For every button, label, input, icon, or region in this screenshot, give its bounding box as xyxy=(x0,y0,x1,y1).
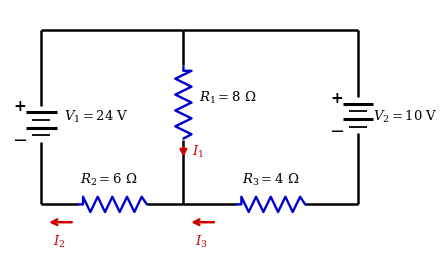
Text: $R_1 = 8\ \Omega$: $R_1 = 8\ \Omega$ xyxy=(199,90,256,106)
Text: +: + xyxy=(330,91,343,106)
Text: $V_2 = 10\ \mathrm{V}$: $V_2 = 10\ \mathrm{V}$ xyxy=(373,109,438,125)
Text: $I_2$: $I_2$ xyxy=(53,234,66,250)
Text: $V_1 = 24\ \mathrm{V}$: $V_1 = 24\ \mathrm{V}$ xyxy=(63,109,128,125)
Text: $R_3 = 4\ \Omega$: $R_3 = 4\ \Omega$ xyxy=(242,172,299,188)
Text: $R_2 = 6\ \Omega$: $R_2 = 6\ \Omega$ xyxy=(79,172,137,188)
Text: −: − xyxy=(329,123,345,141)
Text: −: − xyxy=(12,132,28,150)
Text: +: + xyxy=(14,99,27,114)
Text: $I_3$: $I_3$ xyxy=(195,234,208,250)
Text: $I_1$: $I_1$ xyxy=(191,144,204,160)
